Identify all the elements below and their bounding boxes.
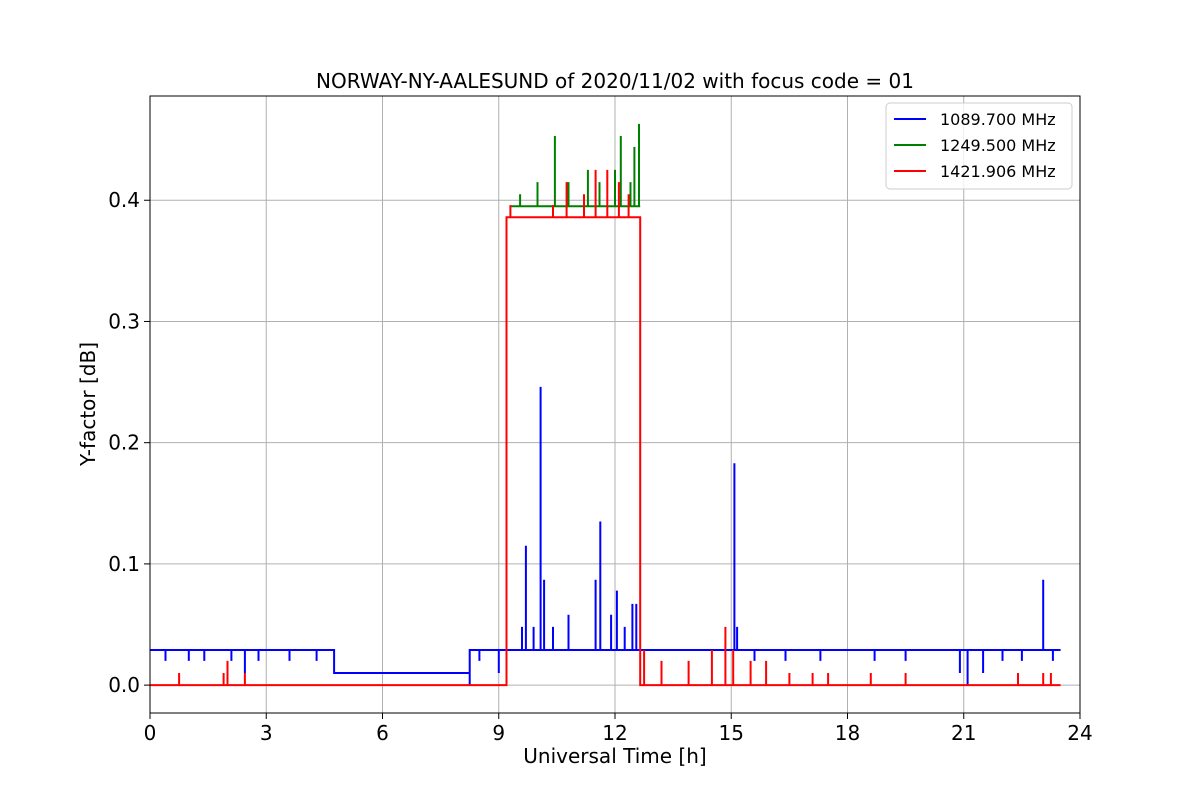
series-layer [150, 123, 1061, 687]
y-tick-label: 0.4 [108, 188, 140, 212]
x-tick-label: 21 [951, 721, 976, 745]
y-tick-label: 0.2 [108, 431, 140, 455]
series-line-2 [510, 123, 641, 208]
legend-label: 1249.500 MHz [940, 136, 1056, 155]
x-tick-label: 0 [144, 721, 157, 745]
x-axis-ticks: 0 3 6 9 12 15 18 21 24 [144, 713, 1093, 745]
legend-label: 1089.700 MHz [940, 110, 1056, 129]
x-tick-label: 15 [719, 721, 744, 745]
legend: 1089.700 MHz 1249.500 MHz 1421.906 MHz [885, 102, 1073, 190]
y-axis-ticks: 0.0 0.1 0.2 0.3 0.4 [108, 188, 150, 697]
series-line-3 [150, 169, 1061, 687]
x-tick-label: 3 [260, 721, 273, 745]
series-line-1 [150, 386, 1061, 686]
x-tick-label: 6 [376, 721, 389, 745]
x-tick-label: 24 [1067, 721, 1092, 745]
legend-box [885, 102, 1073, 190]
x-tick-label: 12 [602, 721, 627, 745]
y-tick-label: 0.1 [108, 552, 140, 576]
legend-label: 1421.906 MHz [940, 162, 1056, 181]
x-axis-label: Universal Time [h] [523, 744, 706, 768]
x-tick-label: 9 [492, 721, 505, 745]
y-tick-label: 0.0 [108, 673, 140, 697]
chart-title: NORWAY-NY-AALESUND of 2020/11/02 with fo… [316, 69, 914, 93]
y-axis-label: Y-factor [dB] [76, 342, 100, 467]
y-tick-label: 0.3 [108, 309, 140, 333]
x-tick-label: 18 [835, 721, 860, 745]
